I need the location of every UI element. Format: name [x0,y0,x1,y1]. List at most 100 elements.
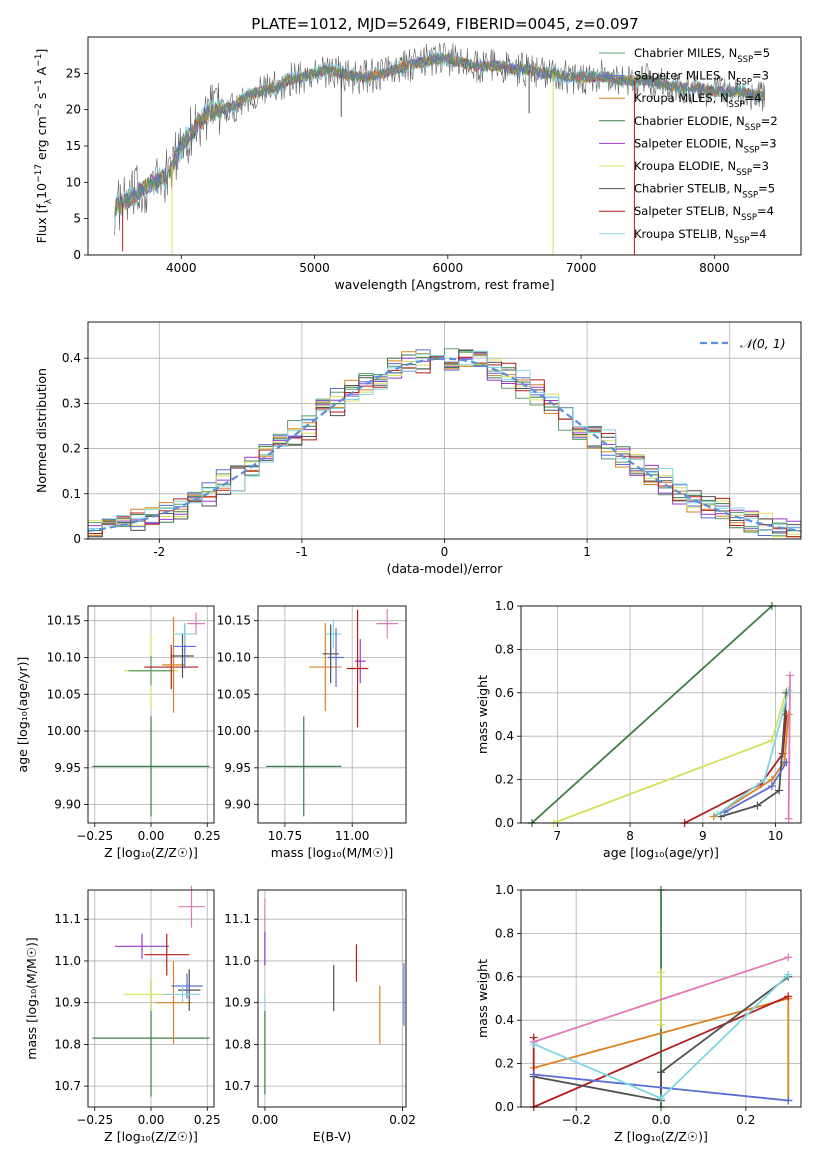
legend-label-sub: SSP [737,55,753,65]
axes-frame [87,36,802,256]
y-tick-label: 0.4 [62,351,81,365]
legend-label: Chabrier MILES, NSSP=5 [634,46,770,65]
errorbar-point [187,612,205,635]
x-tick-label: 0 [441,545,449,559]
x-axis-label: Z [log₁₀(Z/Z☉)] [614,1129,708,1144]
y-tick-label: 9.90 [54,798,81,812]
y-tick-label: 10.9 [224,996,251,1010]
legend-label-main: Salpeter ELODIE, N [634,136,744,150]
x-tick-label: 7 [554,829,562,843]
errorbar-point [128,656,174,686]
legend-label-sub: SSP [736,168,752,178]
x-tick-label: −0.25 [76,1113,113,1127]
y-tick-label: 0.0 [495,1100,514,1114]
x-tick-label: 8000 [699,261,730,275]
y-tick-label: 9.95 [224,761,251,775]
y-tick-label: 0.8 [495,642,514,656]
y-tick-label: 10.10 [217,650,251,664]
x-tick-label: 10 [768,829,783,843]
y-tick-label: 0.6 [495,686,514,700]
y-label-part: −17 [34,164,44,183]
y-tick-label: 0 [73,248,81,262]
errorbar-point [346,609,369,728]
legend-label-main: Chabrier STELIB, N [634,182,742,196]
errorbar-points [92,885,210,1097]
legend-label: Salpeter ELODIE, NSSP=3 [634,136,777,155]
legend-label: Kroupa MILES, NSSP=4 [634,91,761,110]
spectrum-lines [114,42,766,255]
series-marker [784,953,793,962]
errorbar-points [264,898,405,1095]
spectrum-panel: 4000 5000 6000 7000 8000 0 5 10 15 20 25 wavelength… [34,36,802,292]
legend-label-suffix: =3 [752,69,769,83]
y-axis-label: age [log₁₀(age/yr)] [15,657,30,773]
legend-label-sub: SSP [729,100,745,110]
series-marker [753,801,762,810]
series-marker [784,686,793,695]
series-marker [657,1020,665,1029]
legend-label-suffix: =5 [758,182,775,196]
legend-label-suffix: =5 [753,46,770,60]
y-tick-label: 11.1 [224,912,251,926]
y-axis-label: Normed distribution [34,368,49,493]
legend-label-suffix: =3 [752,159,769,173]
y-label-part: −2 [34,103,44,116]
age_vs_Z-panel: −0.25 0.00 0.25 9.90 9.95 10.00 10.05 10.10 10.1… [15,605,221,860]
x-tick-label: 0.00 [138,829,165,843]
y-label-part: −1 [34,54,44,67]
axes-frame [257,605,407,824]
mass_vs_ebv-panel: 0.00 0.02 10.7 10.8 10.9 11.0 11.1 E(B-V) [224,889,416,1144]
y-tick-label: 0.6 [495,970,514,984]
legend-label-main: Salpeter STELIB, N [634,204,741,218]
y-tick-label: 0.8 [495,926,514,940]
errorbar-point [266,716,342,817]
y-tick-label: 11.0 [54,954,81,968]
series-marker [784,814,793,823]
series-marker [657,1068,665,1077]
x-tick-label: 0.25 [194,829,221,843]
legend-label-main: Chabrier MILES, N [634,46,737,60]
errorbar-point [92,716,210,817]
errorbar-point [115,933,169,959]
legend-label: Chabrier STELIB, NSSP=5 [634,182,775,201]
errorbar-point [178,969,201,1012]
spectrum-line-salpeter-miles [114,52,766,217]
axes-frame [87,889,215,1108]
x-tick-label: 1 [583,545,591,559]
y-tick-label: 10.8 [54,1037,81,1051]
axes-frame [520,889,802,1108]
errorbar-point [171,633,194,679]
y-label-part: A [34,66,49,79]
series-line-pink [533,956,789,1043]
y-tick-label: 0.2 [495,773,514,787]
x-tick-label: −0.25 [76,829,113,843]
figure-title: PLATE=1012, MJD=52649, FIBERID=0045, z=0… [251,15,638,33]
y-tick-label: 1.0 [495,599,514,613]
legend-label-suffix: =2 [761,114,778,128]
y-label-part: 10 [34,183,49,199]
weight-series [527,602,795,827]
errorbar-point [164,985,201,1003]
x-tick-label: 6000 [433,261,464,275]
x-axis-label: Z [log₁₀(Z/Z☉)] [104,845,198,860]
x-axis-label: mass [log₁₀(M/M☉)] [271,845,393,860]
legend-label-sub: SSP [745,123,761,133]
legend-label-main: Kroupa ELODIE, N [634,159,736,173]
x-axis-label: Z [log₁₀(Z/Z☉)] [104,1129,198,1144]
weight_vs_Z-panel: −0.2 0.0 0.2 0.0 0.2 0.4 0.6 0.8 1.0 Z [log₁₀(Z/Z… [475,883,802,1144]
legend-label-main: Salpeter MILES, N [634,69,736,83]
y-tick-label: 10.05 [47,687,81,701]
axes-frame [520,605,802,824]
legend-label: Chabrier ELODIE, NSSP=2 [634,114,778,133]
y-tick-label: 10.05 [217,687,251,701]
series-line-salpeter-stelib [684,714,788,824]
y-axis-label: mass [log₁₀(M/M☉)] [24,937,39,1059]
errorbar-point [325,619,342,649]
y-tick-label: 5 [73,212,81,226]
legend-label-main: Chabrier ELODIE, N [634,114,745,128]
series-line-salpeter-miles [533,1073,789,1102]
age_vs_mass-panel: 10.75 11.00 9.90 9.95 10.00 10.05 10.10 10.15 ma… [217,605,407,860]
series-line-chabrier-stelib [533,976,789,1102]
series-marker [784,710,793,719]
